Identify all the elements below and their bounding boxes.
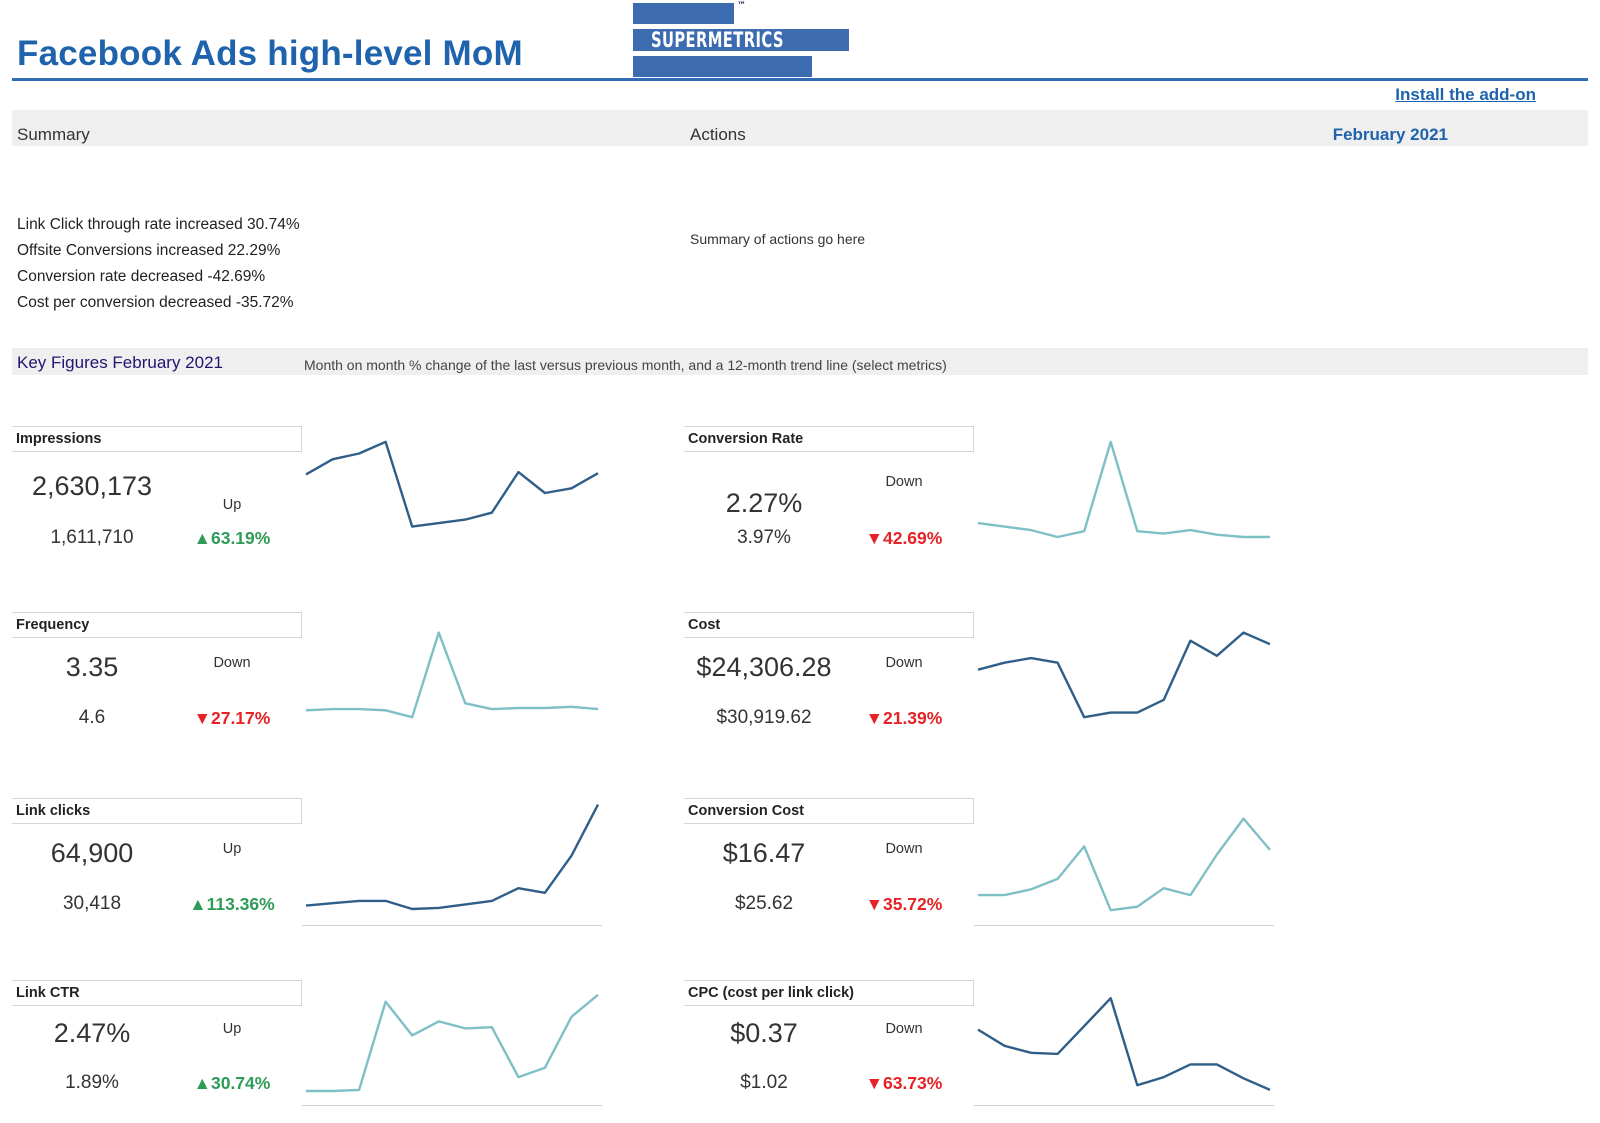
metric-direction: Down <box>213 655 251 671</box>
conversion-cost-sparkline <box>978 817 1271 912</box>
metric-change: ▲63.19% <box>193 528 271 548</box>
metric-current-value: $0.37 <box>730 1018 798 1048</box>
link-clicks-trend-line <box>305 804 600 911</box>
metric-previous-value: 30,418 <box>62 893 122 914</box>
logo-bar-bottom <box>633 56 812 77</box>
metric-current-value: 2.47% <box>53 1018 131 1048</box>
link-clicks-sparkline <box>305 804 600 911</box>
metric-current-value: 64,900 <box>50 838 134 868</box>
key-figures-description: Month on month % change of the last vers… <box>304 357 947 373</box>
impressions-sparkline <box>305 440 599 528</box>
install-addon-link[interactable]: Install the add-on <box>1395 85 1536 104</box>
metric-card-frequency: Frequency 3.35 4.6 Down ▼27.17% <box>12 612 612 782</box>
metric-previous-value: $30,919.62 <box>716 707 812 728</box>
metric-label: Conversion Rate <box>684 426 974 452</box>
metric-card-link-ctr: Link CTR 2.47% 1.89% Up ▲30.74% <box>12 980 612 1123</box>
summary-line: Cost per conversion decreased -35.72% <box>17 294 294 311</box>
metric-card-link-clicks: Link clicks 64,900 30,418 Up ▲113.36% <box>12 798 612 968</box>
page-title: Facebook Ads high-level MoM <box>17 34 523 73</box>
sparkline-baseline <box>302 1105 602 1106</box>
metric-change: ▲30.74% <box>193 1073 271 1093</box>
metric-label: Impressions <box>12 426 302 452</box>
metric-direction: Down <box>885 655 923 671</box>
metric-direction: Down <box>885 841 923 857</box>
metric-direction: Down <box>885 474 923 490</box>
actions-summary-text: Summary of actions go here <box>690 231 866 247</box>
summary-line: Conversion rate decreased -42.69% <box>17 268 266 285</box>
metric-label: Link clicks <box>12 798 302 824</box>
metric-change: ▼27.17% <box>193 708 271 728</box>
metric-change: ▼35.72% <box>865 894 943 914</box>
metric-previous-value: 1,611,710 <box>50 527 134 548</box>
frequency-trend-line <box>305 631 599 719</box>
metric-current-value: $16.47 <box>722 838 806 868</box>
key-figures-band <box>12 348 1588 375</box>
metric-label: Frequency <box>12 612 302 638</box>
metric-card-cost: Cost $24,306.28 $30,919.62 Down ▼21.39% <box>684 612 1284 782</box>
metric-card-conversion-cost: Conversion Cost $16.47 $25.62 Down ▼35.7… <box>684 798 1284 968</box>
metric-direction: Up <box>222 1021 242 1037</box>
metric-label: Conversion Cost <box>684 798 974 824</box>
metric-change: ▼21.39% <box>865 708 943 728</box>
metric-card-conversion-rate: Conversion Rate 2.27% 3.97% Down ▼42.69% <box>684 426 1284 596</box>
summary-heading: Summary <box>17 125 90 144</box>
sparkline-baseline <box>974 925 1274 926</box>
logo-wordmark: SUPERMETRICS <box>651 28 784 52</box>
link-ctr-trend-line <box>306 993 599 1093</box>
metric-direction: Up <box>222 497 242 513</box>
conversion-rate-sparkline <box>977 440 1270 539</box>
metric-change: ▲113.36% <box>189 894 275 914</box>
key-figures-title: Key Figures February 2021 <box>17 353 223 372</box>
metric-label: Link CTR <box>12 980 302 1006</box>
sparkline-baseline <box>302 925 602 926</box>
metric-current-value: 2,630,173 <box>31 471 153 501</box>
summary-header-band <box>12 110 1588 146</box>
metric-current-value: 3.35 <box>65 652 119 682</box>
metric-change: ▼42.69% <box>865 528 943 548</box>
supermetrics-logo: ™ SUPERMETRICS <box>633 1 849 78</box>
cpc-sparkline <box>977 997 1271 1091</box>
metric-direction: Down <box>885 1021 923 1037</box>
metric-current-value: 2.27% <box>725 488 803 518</box>
cost-sparkline <box>977 631 1271 719</box>
frequency-sparkline <box>305 631 599 719</box>
metric-label: CPC (cost per link click) <box>684 980 974 1006</box>
conversion-cost-trend-line <box>978 817 1271 912</box>
metric-previous-value: $1.02 <box>740 1072 788 1093</box>
summary-line: Offsite Conversions increased 22.29% <box>17 242 281 259</box>
link-ctr-sparkline <box>306 993 599 1093</box>
metric-label: Cost <box>684 612 974 638</box>
summary-line: Link Click through rate increased 30.74% <box>17 216 300 233</box>
metric-previous-value: 4.6 <box>78 707 106 728</box>
sparkline-baseline <box>974 1105 1274 1106</box>
logo-bar-top <box>633 3 734 24</box>
metric-previous-value: $25.62 <box>734 893 794 914</box>
metric-direction: Up <box>222 841 242 857</box>
metric-card-cpc: CPC (cost per link click) $0.37 $1.02 Do… <box>684 980 1284 1123</box>
logo-bar-middle <box>633 29 849 51</box>
metric-previous-value: 1.89% <box>65 1072 119 1093</box>
cost-trend-line <box>977 631 1271 719</box>
cpc-trend-line <box>977 997 1271 1091</box>
title-divider <box>12 78 1588 81</box>
metric-card-impressions: Impressions 2,630,173 1,611,710 Up ▲63.1… <box>12 426 612 596</box>
impressions-trend-line <box>305 440 599 528</box>
actions-heading: Actions <box>690 125 746 144</box>
metric-change: ▼63.73% <box>865 1073 943 1093</box>
conversion-rate-trend-line <box>977 440 1270 539</box>
metric-previous-value: 3.97% <box>737 527 791 548</box>
metric-current-value: $24,306.28 <box>696 652 832 682</box>
report-month: February 2021 <box>1332 125 1448 144</box>
logo-trademark: ™ <box>737 1 746 11</box>
